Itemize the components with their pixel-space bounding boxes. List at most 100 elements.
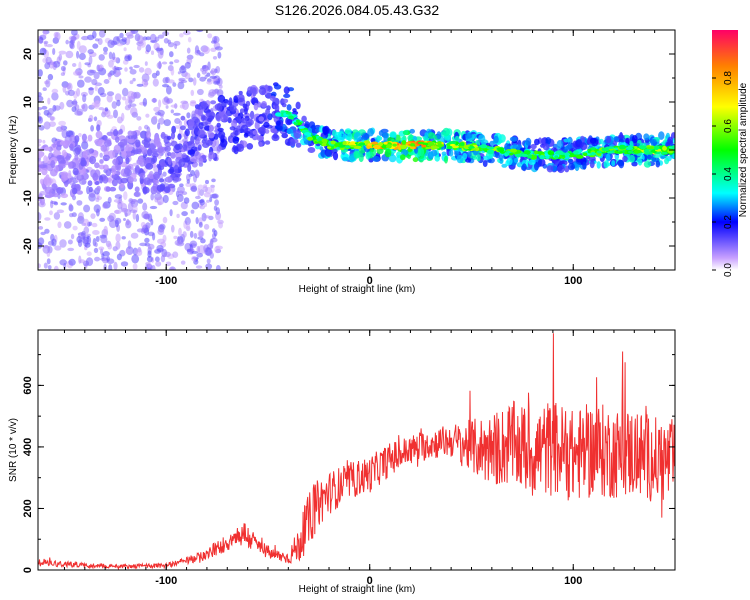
spectrogram-noise-cell (96, 124, 101, 132)
spectrogram-cell (135, 139, 141, 148)
spectrogram-noise-cell (63, 60, 68, 66)
spectrogram-noise-cell (94, 242, 98, 248)
spectrogram-noise-cell (94, 85, 98, 92)
spectrogram-noise-cell (68, 258, 76, 266)
spectrogram-noise-cell (157, 34, 165, 39)
spectrogram-cell (80, 157, 86, 166)
spectrogram-noise-cell (45, 79, 51, 88)
spectrogram-cell (200, 114, 206, 122)
spectrogram-noise-cell (54, 32, 61, 41)
spectrogram-cell (60, 193, 69, 199)
spectrogram-cell (72, 167, 79, 176)
spectrogram-noise-cell (142, 202, 148, 211)
spectrogram-noise-cell (129, 209, 138, 213)
spectrogram-noise-cell (129, 103, 137, 107)
spectrogram-cell (196, 105, 204, 110)
spectrogram-noise-cell (103, 51, 108, 55)
spectrogram-noise-cell (115, 72, 122, 76)
spectrogram-cell (324, 148, 333, 157)
spectrogram-cell (311, 124, 316, 130)
spectrogram-noise-cell (93, 247, 99, 253)
spectrogram-noise-cell (43, 262, 48, 269)
spectrogram-cell (174, 143, 181, 151)
spectrogram-noise-cell (157, 122, 161, 130)
spectrogram-noise-cell (88, 87, 94, 91)
spectrogram-noise-cell (133, 191, 140, 197)
spectrogram-noise-cell (147, 261, 152, 269)
spectrogram-cell (276, 120, 281, 126)
spectrogram-cell (142, 186, 150, 194)
spectrogram-noise-cell (160, 254, 166, 263)
spectrogram-noise-cell (129, 80, 134, 85)
spectrogram-cell (402, 130, 409, 136)
spectrogram-cell (87, 134, 93, 142)
spectrogram-cell (655, 160, 661, 168)
spectrogram-cell (123, 167, 131, 175)
spectrogram-cell (188, 118, 195, 128)
spectrogram-noise-cell (47, 97, 51, 105)
spectrogram-cell (44, 146, 51, 151)
spectrogram-peak-cell (471, 148, 477, 151)
spectrogram-cell (462, 152, 468, 160)
spectrogram-cell (121, 151, 127, 158)
spectrogram-noise-cell (120, 261, 129, 267)
spectrogram-noise-cell (88, 221, 93, 227)
spectrogram-noise-cell (181, 80, 188, 83)
spectrogram-cell (232, 136, 240, 144)
spectrogram-peak-cell (607, 151, 615, 154)
spectrogram-cell (127, 138, 135, 143)
spectrogram-cell (254, 121, 260, 130)
spectrogram-noise-cell (133, 93, 140, 99)
spectrogram-noise-cell (52, 48, 56, 55)
spectrogram-cell (167, 151, 172, 157)
spectrogram-noise-cell (197, 88, 204, 96)
spectrogram-cell (164, 176, 173, 183)
spectrogram-noise-cell (147, 250, 152, 258)
spectrogram-marks (38, 30, 675, 270)
spectrogram-noise-cell (155, 47, 163, 52)
spectrogram-noise-cell (158, 99, 162, 108)
spectrogram-noise-cell (176, 213, 180, 219)
spectrogram-noise-cell (97, 87, 105, 96)
spectrogram-cell (145, 163, 154, 170)
spectrogram-peak-cell (280, 110, 286, 113)
spectrogram-noise-cell (192, 77, 197, 86)
spectrogram-noise-cell (42, 139, 46, 144)
spectrogram-noise-cell (140, 221, 146, 228)
spectrogram-cell (295, 142, 302, 148)
spectrogram-cell (38, 164, 47, 169)
spectrogram-cell (367, 128, 374, 137)
spectrogram-noise-cell (196, 72, 201, 79)
spectrogram-noise-cell (145, 44, 151, 53)
spectrogram-cell (76, 190, 83, 195)
spectrogram-cell (282, 98, 289, 104)
spectrogram-cell (631, 135, 638, 144)
spectrogram-noise-cell (184, 61, 191, 69)
x-tick-label: -100 (155, 575, 177, 587)
spectrogram-cell (307, 147, 316, 153)
spectrogram-noise-cell (77, 79, 85, 88)
spectrogram-cell (208, 115, 215, 121)
spectrogram-cell (81, 133, 87, 142)
spectrogram-noise-cell (179, 104, 186, 109)
spectrogram-peak-cell (554, 155, 559, 160)
spectrogram-noise-cell (154, 111, 162, 116)
spectrogram-cell (498, 153, 504, 161)
spectrogram-noise-cell (87, 49, 94, 55)
spectrogram-noise-cell (56, 209, 65, 214)
spectrogram-noise-cell (71, 106, 77, 113)
spectrogram-cell (534, 138, 540, 146)
spectrogram-noise-cell (186, 112, 191, 119)
spectrogram-peak-cell (582, 152, 588, 157)
spectrogram-cell (540, 137, 546, 146)
spectrogram-noise-cell (180, 100, 188, 105)
spectrogram-cell (125, 157, 130, 165)
spectrogram-noise-cell (214, 199, 220, 206)
spectrogram-noise-cell (200, 238, 206, 244)
spectrogram-peak-cell (448, 141, 457, 145)
spectrogram-noise-cell (107, 215, 115, 223)
spectrogram-cell (567, 158, 573, 163)
spectrogram-cell (146, 130, 152, 139)
spectrogram-cell (271, 91, 277, 97)
spectrogram-cell (241, 118, 248, 124)
